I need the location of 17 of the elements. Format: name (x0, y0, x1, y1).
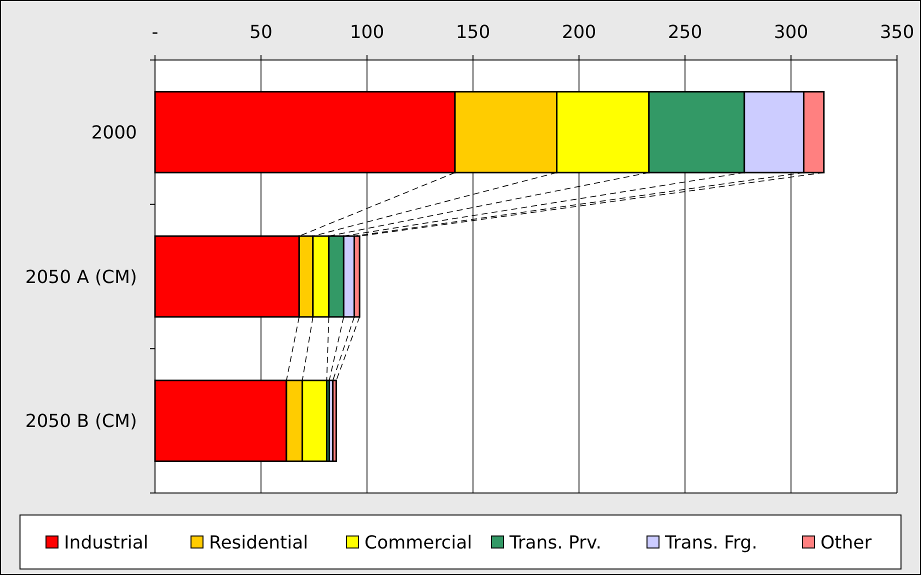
y-tick-label: 2000 (91, 122, 137, 144)
x-tick-label: - (152, 22, 158, 43)
x-tick-label: 150 (456, 22, 490, 43)
legend-label: Other (820, 532, 872, 554)
y-tick-label: 2050 B (CM) (25, 411, 137, 432)
x-tick-label: 250 (668, 22, 702, 43)
x-tick-label: 350 (880, 22, 914, 43)
x-tick-label: 100 (350, 22, 384, 43)
x-tick-label: 200 (562, 22, 596, 43)
legend-label: Industrial (64, 532, 148, 554)
legend-label: Trans. Frg. (664, 532, 758, 554)
y-tick-label: 2050 A (CM) (25, 266, 137, 288)
legend-label: Commercial (364, 532, 472, 554)
x-tick-label: 300 (774, 22, 808, 43)
legend-label: Residential (209, 532, 308, 554)
legend-label: Trans. Prv. (508, 532, 602, 554)
x-tick-label: 50 (250, 22, 272, 43)
